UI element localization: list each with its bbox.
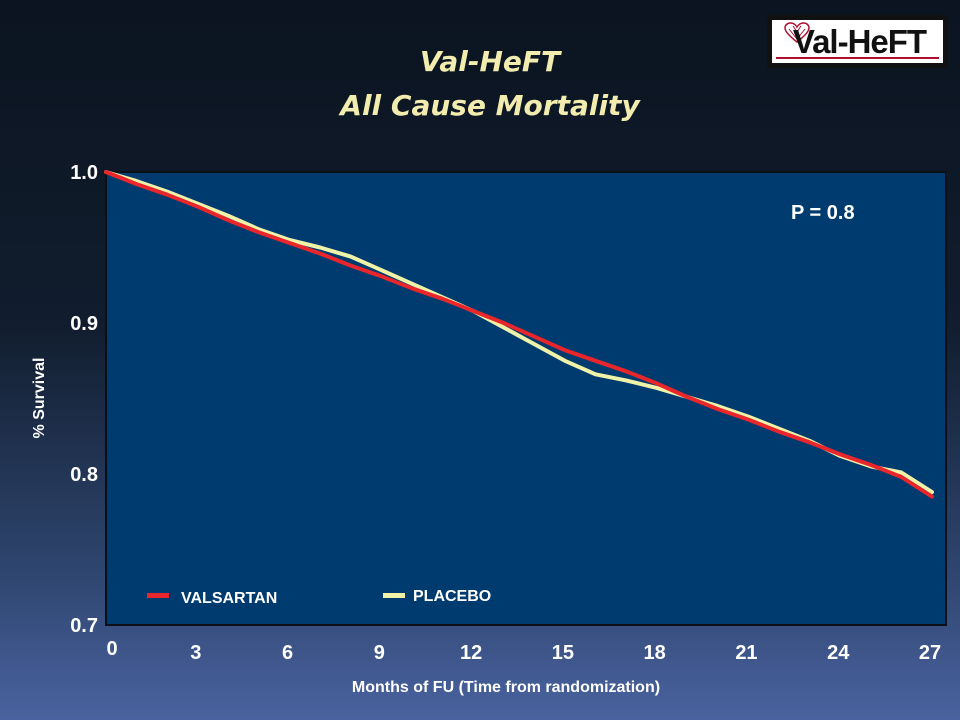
y-tick-label: 0.7 xyxy=(70,615,98,637)
logo-underline xyxy=(776,57,939,59)
slide-title: Val-HeFT xyxy=(419,45,561,78)
series-line-valsartan xyxy=(104,170,934,499)
y-tick-label: 0.9 xyxy=(70,313,98,335)
x-tick-label: 6 xyxy=(282,642,293,664)
y-axis-label: % Survival xyxy=(31,358,48,439)
x-tick-label: 0 xyxy=(106,638,117,660)
plot-area xyxy=(105,171,947,626)
legend: VALSARTAN PLACEBO xyxy=(147,588,491,607)
x-tick-label: 9 xyxy=(374,642,385,664)
x-tick-label: 3 xyxy=(190,642,201,664)
slide-subtitle: All Cause Mortality xyxy=(340,89,640,122)
val-heft-logo: Val-HeFT xyxy=(767,15,948,68)
logo-text: Val-HeFT xyxy=(792,22,927,60)
x-tick-label: 27 xyxy=(919,642,941,664)
heart-icon xyxy=(784,22,810,43)
x-tick-label: 18 xyxy=(644,642,666,664)
x-tick-label: 12 xyxy=(460,642,482,664)
y-tick-label: 0.8 xyxy=(70,464,98,486)
x-axis-label: Months of FU (Time from randomization) xyxy=(352,679,660,696)
series-line-placebo xyxy=(104,170,934,495)
x-tick-label: 21 xyxy=(735,642,757,664)
legend-label-placebo: PLACEBO xyxy=(413,588,491,605)
legend-swatch-valsartan xyxy=(147,593,169,598)
x-tick-label: 24 xyxy=(827,642,850,664)
x-tick-label: 15 xyxy=(552,642,574,664)
p-value-annotation: P = 0.8 xyxy=(791,202,855,224)
y-tick-label: 1.0 xyxy=(70,162,98,184)
legend-label-valsartan: VALSARTAN xyxy=(181,590,277,607)
legend-swatch-placebo xyxy=(383,593,405,598)
